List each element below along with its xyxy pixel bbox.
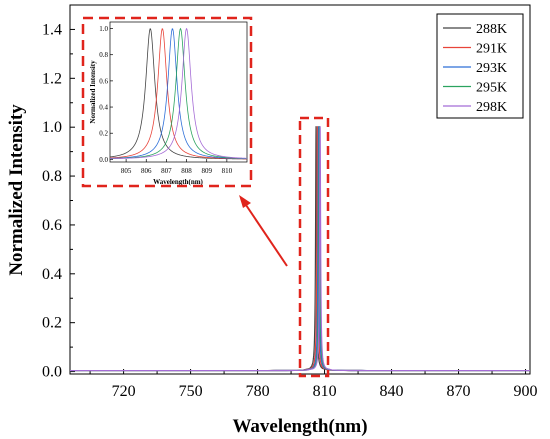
- x-tick-label: 900: [514, 383, 538, 400]
- x-tick-label: 780: [246, 383, 270, 400]
- legend-label-295K: 295K: [476, 81, 507, 96]
- inset-x-axis-title: Wavelength(nm): [153, 178, 203, 186]
- y-axis-title: Normalized Intensity: [6, 104, 27, 276]
- inset-series-group: [109, 27, 248, 160]
- legend-label-288K: 288K: [476, 22, 507, 37]
- legend-label-298K: 298K: [476, 100, 507, 115]
- inset-y-tick-label: 0.6: [99, 77, 108, 85]
- x-tick-label: 870: [447, 383, 471, 400]
- inset-y-tick-label: 0.4: [99, 104, 108, 112]
- y-tick-label: 1.4: [42, 21, 62, 38]
- main-series-group: [70, 126, 530, 372]
- y-tick-label: 0.8: [42, 168, 62, 185]
- inset-series-line-298K: [109, 27, 248, 160]
- y-tick-label: 1.2: [42, 70, 62, 87]
- inset-x-tick-label: 808: [181, 167, 192, 175]
- inset-axis-ticks: 805 806 807 808 809 810 0.0 0.2 0.4 0.6 0.8 1.0: [99, 25, 232, 175]
- inset-y-axis-title: Normalized Intensity: [89, 60, 97, 124]
- x-axis-title: Wavelength(nm): [232, 416, 367, 437]
- zoom-arrow: [239, 195, 288, 267]
- inset-plot-frame: [109, 21, 248, 163]
- series-line-291K: [70, 126, 530, 372]
- inset-y-tick-label: 0.0: [99, 156, 108, 164]
- inset-y-tick-label: 1.0: [99, 25, 108, 33]
- legend-label-293K: 293K: [476, 61, 507, 76]
- main-axis-ticks: 720 750 780 810 840 870 900 0.0 0.2 0.4 0.6 0.8 1.0 1…: [42, 4, 538, 400]
- inset-y-tick-label: 0.2: [99, 130, 108, 138]
- inset: 805 806 807 808 809 810 0.0 0.2 0.4 0.6 0.8 1.0 Wav…: [81, 16, 253, 188]
- legend: 288K 291K 293K 295K 298K: [436, 13, 524, 119]
- inset-x-tick-label: 810: [222, 167, 233, 175]
- x-tick-label: 750: [179, 383, 203, 400]
- y-tick-label: 0.2: [42, 315, 62, 332]
- x-tick-label: 720: [112, 383, 136, 400]
- legend-label-291K: 291K: [476, 42, 507, 57]
- peak-highlight-box: [298, 116, 330, 378]
- y-tick-label: 0.0: [42, 364, 62, 381]
- x-tick-label: 840: [380, 383, 404, 400]
- y-tick-label: 1.0: [42, 119, 62, 136]
- y-tick-label: 0.4: [42, 266, 62, 283]
- y-tick-label: 0.6: [42, 217, 62, 234]
- inset-highlight-box: [81, 16, 253, 188]
- legend-box: [436, 13, 524, 119]
- series-line-298K: [70, 126, 530, 372]
- inset-x-tick-label: 807: [161, 167, 172, 175]
- inset-x-tick-label: 805: [121, 167, 132, 175]
- x-tick-label: 810: [313, 383, 337, 400]
- legend-items: 288K 291K 293K 295K 298K: [443, 22, 507, 115]
- inset-series-line-291K: [109, 28, 247, 160]
- inset-series-line-293K: [109, 28, 248, 160]
- series-line-288K: [70, 126, 530, 372]
- inset-y-tick-label: 0.8: [99, 51, 108, 59]
- inset-background: [83, 18, 251, 186]
- inset-x-tick-label: 809: [201, 167, 212, 175]
- inset-x-tick-label: 806: [141, 167, 152, 175]
